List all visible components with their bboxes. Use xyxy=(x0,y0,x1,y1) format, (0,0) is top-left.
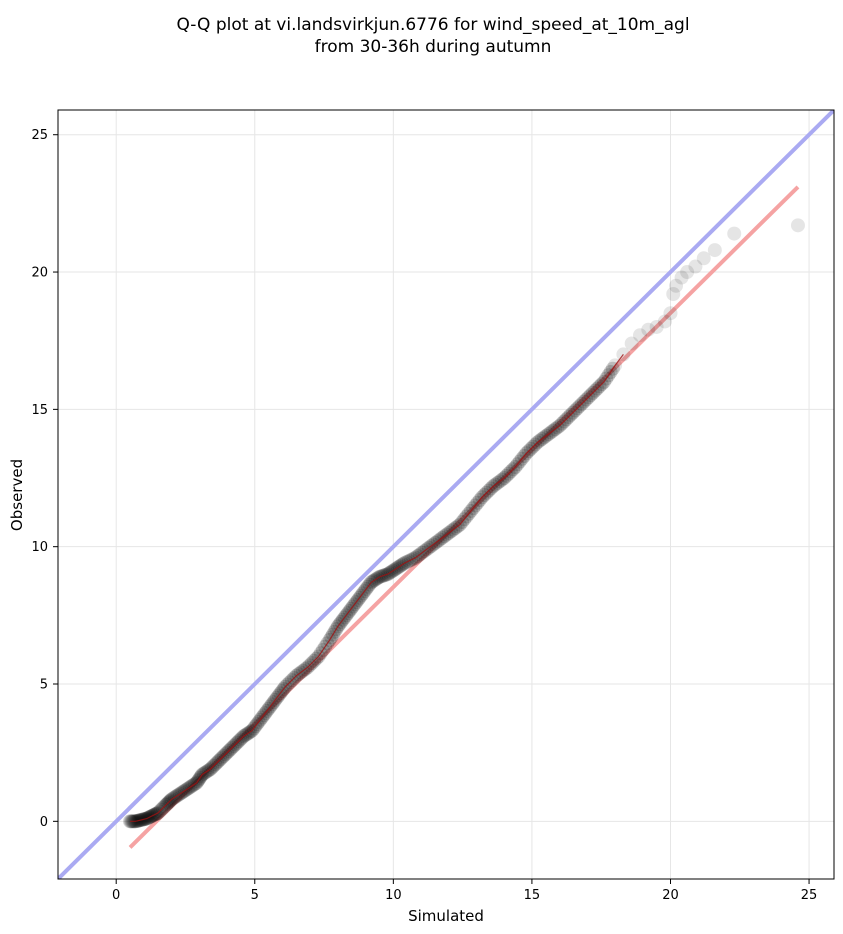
quantile-point xyxy=(790,218,805,233)
reference-lines xyxy=(58,110,834,879)
quantile-point xyxy=(624,336,639,351)
y-tick-label: 0 xyxy=(40,815,48,830)
quantile-point xyxy=(707,243,722,258)
chart-subtitle: from 30-36h during autumn xyxy=(315,37,552,57)
quantile-point xyxy=(657,314,672,329)
quantile-point xyxy=(633,328,647,343)
quantile-point xyxy=(123,814,138,829)
x-tick-label: 25 xyxy=(801,888,818,903)
identity-line xyxy=(58,110,834,879)
y-tick-label: 25 xyxy=(31,128,48,143)
smooth-line xyxy=(130,354,624,822)
quantile-point xyxy=(688,259,703,274)
fit-line xyxy=(128,185,800,849)
y-tick-label: 5 xyxy=(40,678,48,693)
quantile-points xyxy=(123,218,805,829)
quantile-point xyxy=(696,251,711,266)
plot-frame xyxy=(57,109,835,880)
x-axis-label: Simulated xyxy=(408,907,484,925)
x-tick-label: 20 xyxy=(662,888,679,903)
quantile-point xyxy=(649,319,664,334)
y-axis-label: Observed xyxy=(8,459,26,531)
x-tick-label: 10 xyxy=(385,888,402,903)
quantile-point xyxy=(666,287,681,302)
quantile-point xyxy=(727,226,742,241)
y-tick-label: 20 xyxy=(31,266,48,281)
x-tick-label: 15 xyxy=(524,888,541,903)
y-tick-label: 10 xyxy=(31,540,48,555)
axis-ticks: 0 5 10 15 20 25 0 5 10 15 20 25 xyxy=(31,128,817,903)
quantile-point xyxy=(669,278,684,293)
y-tick-label: 15 xyxy=(31,403,48,418)
grid xyxy=(58,110,834,879)
quantile-point xyxy=(641,322,656,337)
x-tick-label: 0 xyxy=(112,888,120,903)
chart-title: Q-Q plot at vi.landsvirkjun.6776 for win… xyxy=(176,15,689,35)
quantile-point xyxy=(680,265,695,280)
x-tick-label: 5 xyxy=(251,888,259,903)
quantile-point xyxy=(674,270,689,285)
quantile-point xyxy=(663,306,678,321)
smooth-fit xyxy=(130,354,624,822)
